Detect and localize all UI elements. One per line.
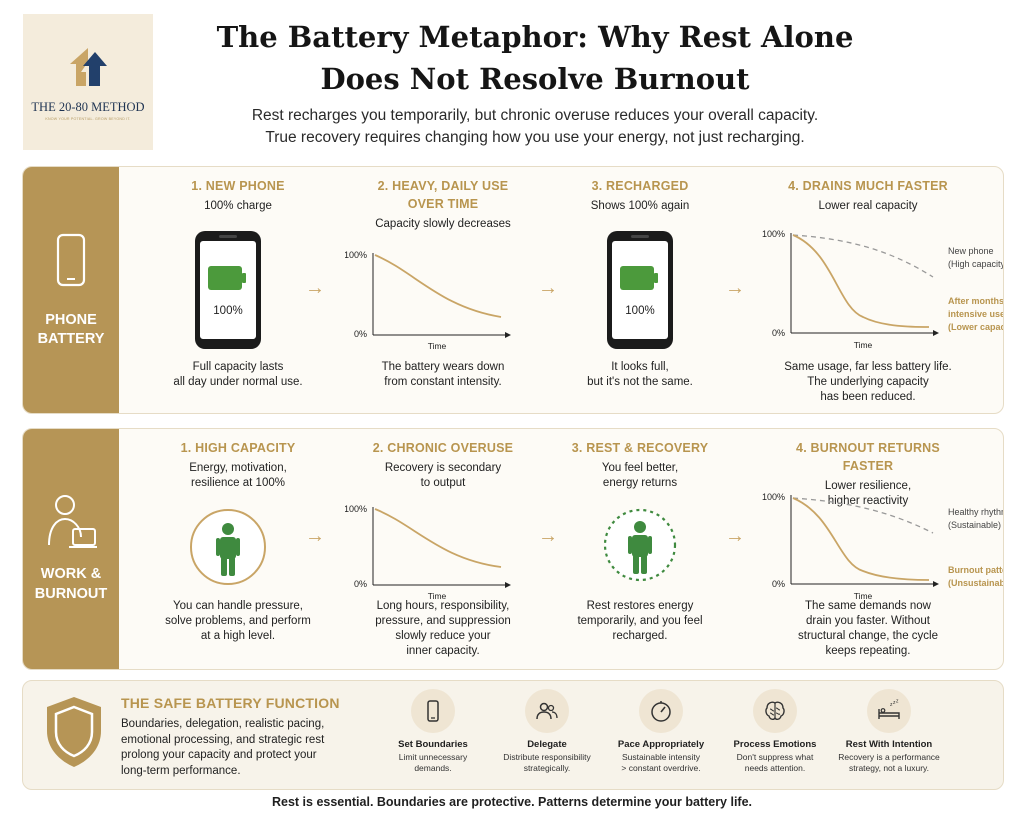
high-capacity-figure: [190, 509, 266, 585]
tip-rest-with-intention: z z z Rest With Intention Recovery is a …: [824, 689, 954, 774]
svg-text:z: z: [890, 702, 893, 708]
phone-step-1-desc: Full capacity lasts all day under normal…: [173, 361, 303, 388]
svg-text:(Sustainable): (Sustainable): [948, 520, 1001, 530]
person-at-laptop-icon: [48, 495, 97, 548]
svg-text:After months of: After months of: [948, 296, 1003, 306]
phone-step-2-desc: The battery wears down from constant int…: [381, 361, 505, 388]
tip-process-emotions: Process Emotions Don't suppress what nee…: [710, 689, 840, 774]
safe-battery-panel: THE SAFE BATTERY FUNCTION Boundaries, de…: [22, 680, 1004, 790]
safe-battery-body: Boundaries, delegation, realistic pacing…: [121, 718, 325, 777]
svg-text:Time: Time: [854, 591, 873, 601]
work-step-1-desc: You can handle pressure, solve problems,…: [165, 600, 311, 642]
page-subtitle: Rest recharges you temporarily, but chro…: [251, 107, 819, 146]
flow-arrow: →: [305, 525, 325, 547]
svg-text:(Unsustainable): (Unsustainable): [948, 578, 1003, 588]
phone-step-3: 3. RECHARGED Shows 100% again: [590, 179, 690, 212]
svg-text:New phone: New phone: [948, 246, 994, 256]
svg-text:100%: 100%: [762, 229, 785, 239]
work-step-2-desc: Long hours, responsibility, pressure, an…: [375, 600, 511, 657]
flow-arrow: →: [538, 525, 558, 547]
footer-tagline: Rest is essential. Boundaries are protec…: [271, 795, 753, 809]
flow-arrow: →: [538, 277, 558, 299]
phone-outline-icon: [427, 700, 439, 722]
phone-step-1: 1. NEW PHONE 100% charge: [191, 179, 285, 212]
overuse-capacity-chart: 100% 0% Time: [345, 504, 511, 601]
flow-arrow: →: [725, 277, 745, 299]
phone-step-4: 4. DRAINS MUCH FASTER Lower real capacit…: [788, 179, 948, 212]
tip-delegate: Delegate Distribute responsibility strat…: [482, 689, 612, 774]
phone-step-2: 2. HEAVY, DAILY USE OVER TIME Capacity s…: [375, 179, 511, 230]
logo-name: THE 20-80 METHOD: [31, 100, 145, 114]
safe-battery-title: THE SAFE BATTERY FUNCTION: [121, 695, 340, 711]
people-icon: [536, 702, 558, 720]
work-step-3-desc: Rest restores energy temporarily, and yo…: [577, 600, 703, 642]
work-step-1: 1. HIGH CAPACITY Energy, motivation, res…: [180, 441, 296, 489]
page-title: The Battery Metaphor: Why Rest Alone Doe…: [216, 20, 854, 96]
svg-text:Burnout pattern: Burnout pattern: [948, 565, 1003, 575]
svg-text:100%: 100%: [762, 492, 785, 502]
brain-icon: [765, 701, 785, 720]
work-burnout-panel: WORK & BURNOUT 1. HIGH CAPACITY Energy, …: [22, 428, 1004, 670]
svg-text:100%: 100%: [345, 250, 367, 260]
svg-text:Time: Time: [854, 340, 873, 350]
logo: THE 20-80 METHOD KNOW YOUR POTENTIAL. GR…: [23, 14, 153, 150]
svg-text:Time: Time: [428, 591, 447, 601]
gauge-icon: [651, 701, 671, 722]
svg-text:(Lower capacity): (Lower capacity): [948, 322, 1003, 332]
flow-arrow: →: [725, 525, 745, 547]
svg-text:z: z: [896, 699, 899, 705]
phone-compare-chart: 100% 0% Time New phone (High capacity) A…: [762, 229, 1003, 350]
svg-text:100%: 100%: [345, 504, 367, 514]
work-step-3: 3. REST & RECOVERY You feel better, ener…: [571, 441, 709, 489]
flow-arrow: →: [305, 277, 325, 299]
svg-text:z: z: [893, 700, 896, 706]
shield-icon: [47, 697, 101, 767]
svg-text:(High capacity): (High capacity): [948, 259, 1003, 269]
house-arrow-icon: [70, 48, 107, 86]
svg-text:0%: 0%: [772, 328, 785, 338]
new-phone-illustration: 100%: [195, 231, 261, 349]
phone-1-screen-value: 100%: [213, 305, 242, 317]
phone-battery-panel: PHONE BATTERY 1. NEW PHONE 100% charge 1…: [22, 166, 1004, 414]
recovery-figure: [603, 508, 677, 582]
svg-text:0%: 0%: [772, 579, 785, 589]
svg-text:0%: 0%: [354, 579, 367, 589]
phone-3-screen-value: 100%: [625, 305, 654, 317]
phone-capacity-chart: 100% 0% Time: [345, 250, 511, 351]
tip-pace-appropriately: Pace Appropriately Sustainable intensity…: [596, 689, 726, 774]
phone-step-4-desc: Same usage, far less battery life. The u…: [784, 361, 952, 403]
burnout-compare-chart: 100% 0% Time Healthy rhythm (Sustainable…: [762, 492, 1003, 601]
work-step-2: 2. CHRONIC OVERUSE Recovery is secondary…: [372, 441, 514, 489]
svg-text:0%: 0%: [354, 329, 367, 339]
work-burnout-label: WORK & BURNOUT: [23, 429, 119, 669]
sleep-bed-icon: z z z: [878, 699, 900, 719]
svg-text:intensive use: intensive use: [948, 309, 1003, 319]
work-step-4-desc: The same demands now drain you faster. W…: [798, 600, 938, 657]
phone-step-3-desc: It looks full, but it's not the same.: [587, 361, 693, 388]
recharged-phone-illustration: 100%: [607, 231, 673, 349]
phone-battery-label: PHONE BATTERY: [23, 167, 119, 413]
tip-set-boundaries: Set Boundaries Limit unnecessary demands…: [368, 689, 498, 774]
logo-tagline: KNOW YOUR POTENTIAL. GROW BEYOND IT.: [45, 117, 131, 121]
phone-icon: [56, 233, 86, 287]
svg-text:Time: Time: [428, 341, 447, 351]
svg-text:Healthy rhythm: Healthy rhythm: [948, 507, 1003, 517]
